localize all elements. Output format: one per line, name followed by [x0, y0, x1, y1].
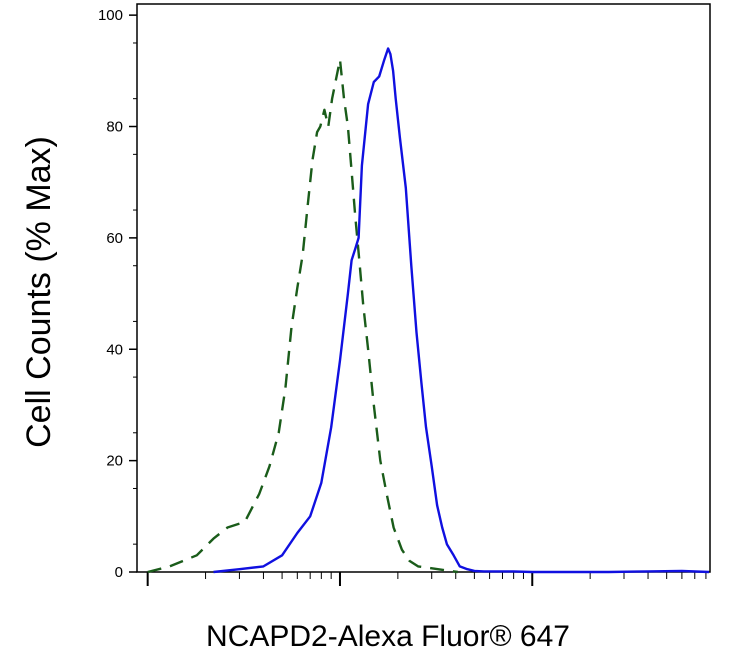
x-axis — [146, 572, 707, 586]
x-axis-title: NCAPD2-Alexa Fluor® 647 — [206, 620, 570, 653]
y-tick-label: 100 — [98, 7, 123, 24]
y-tick-label: 40 — [106, 341, 123, 358]
y-axis: 0 20 40 60 80 100 — [98, 7, 137, 581]
y-tick-label: 0 — [115, 564, 123, 581]
y-tick-label: 80 — [106, 119, 123, 136]
series-line-dashed — [147, 58, 458, 574]
y-axis-title: Cell Counts (% Max) — [20, 136, 58, 448]
series-line-solid — [213, 47, 710, 574]
y-tick-label: 60 — [106, 230, 123, 247]
series-layer — [147, 47, 710, 574]
y-tick-label: 20 — [106, 453, 123, 470]
plot-frame — [136, 3, 711, 573]
